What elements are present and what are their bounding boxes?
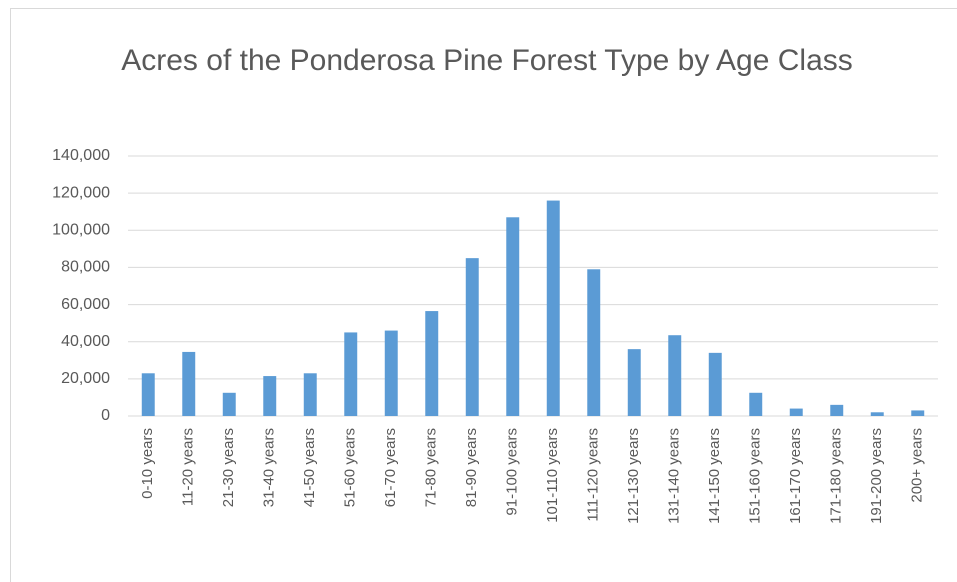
x-tick-label: 41-50 years: [301, 428, 318, 507]
bar: [506, 217, 520, 416]
y-tick-label: 100,000: [52, 222, 110, 239]
bar: [465, 258, 479, 416]
x-tick-label: 61-70 years: [382, 428, 399, 507]
bar: [141, 373, 155, 416]
x-tick-label: 200+ years: [909, 428, 926, 503]
bar: [749, 392, 763, 416]
bar: [789, 408, 803, 416]
bar: [344, 332, 358, 416]
x-tick-label: 131-140 years: [666, 428, 683, 524]
x-tick-label: 171-180 years: [828, 428, 845, 524]
y-tick-label: 120,000: [52, 184, 110, 201]
bar: [303, 373, 317, 416]
bar: [668, 335, 682, 416]
bar: [911, 410, 925, 416]
y-tick-label: 40,000: [61, 333, 110, 350]
chart-border: [10, 8, 957, 582]
x-tick-label: 191-200 years: [868, 428, 885, 524]
x-tick-label: 111-120 years: [585, 428, 602, 522]
x-tick-label: 31-40 years: [261, 428, 278, 507]
bar: [263, 376, 277, 416]
bar: [182, 351, 196, 416]
bar: [546, 200, 560, 416]
bar: [384, 330, 398, 416]
y-tick-label: 60,000: [61, 296, 110, 313]
bar: [830, 404, 844, 416]
chart-title: Acres of the Ponderosa Pine Forest Type …: [121, 44, 853, 77]
x-tick-label: 161-170 years: [787, 428, 804, 524]
x-tick-label: 91-100 years: [504, 428, 521, 516]
y-tick-label: 80,000: [61, 259, 110, 276]
x-tick-label: 121-130 years: [625, 428, 642, 524]
bar: [708, 352, 722, 416]
y-tick-label: 20,000: [61, 370, 110, 387]
x-tick-label: 71-80 years: [423, 428, 440, 507]
bar: [587, 269, 601, 416]
bar: [425, 311, 439, 416]
x-tick-label: 151-160 years: [747, 428, 764, 524]
bar: [627, 349, 641, 416]
x-tick-label: 11-20 years: [180, 428, 197, 506]
x-tick-label: 51-60 years: [342, 428, 359, 507]
x-tick-label: 101-110 years: [544, 428, 561, 523]
x-tick-label: 21-30 years: [220, 428, 237, 507]
bar: [870, 412, 884, 416]
x-tick-label: 141-150 years: [706, 428, 723, 524]
y-tick-label: 140,000: [52, 147, 110, 164]
y-tick-label: 0: [101, 407, 110, 424]
bar: [222, 392, 236, 416]
x-tick-label: 81-90 years: [463, 428, 480, 507]
x-tick-label: 0-10 years: [139, 428, 156, 499]
